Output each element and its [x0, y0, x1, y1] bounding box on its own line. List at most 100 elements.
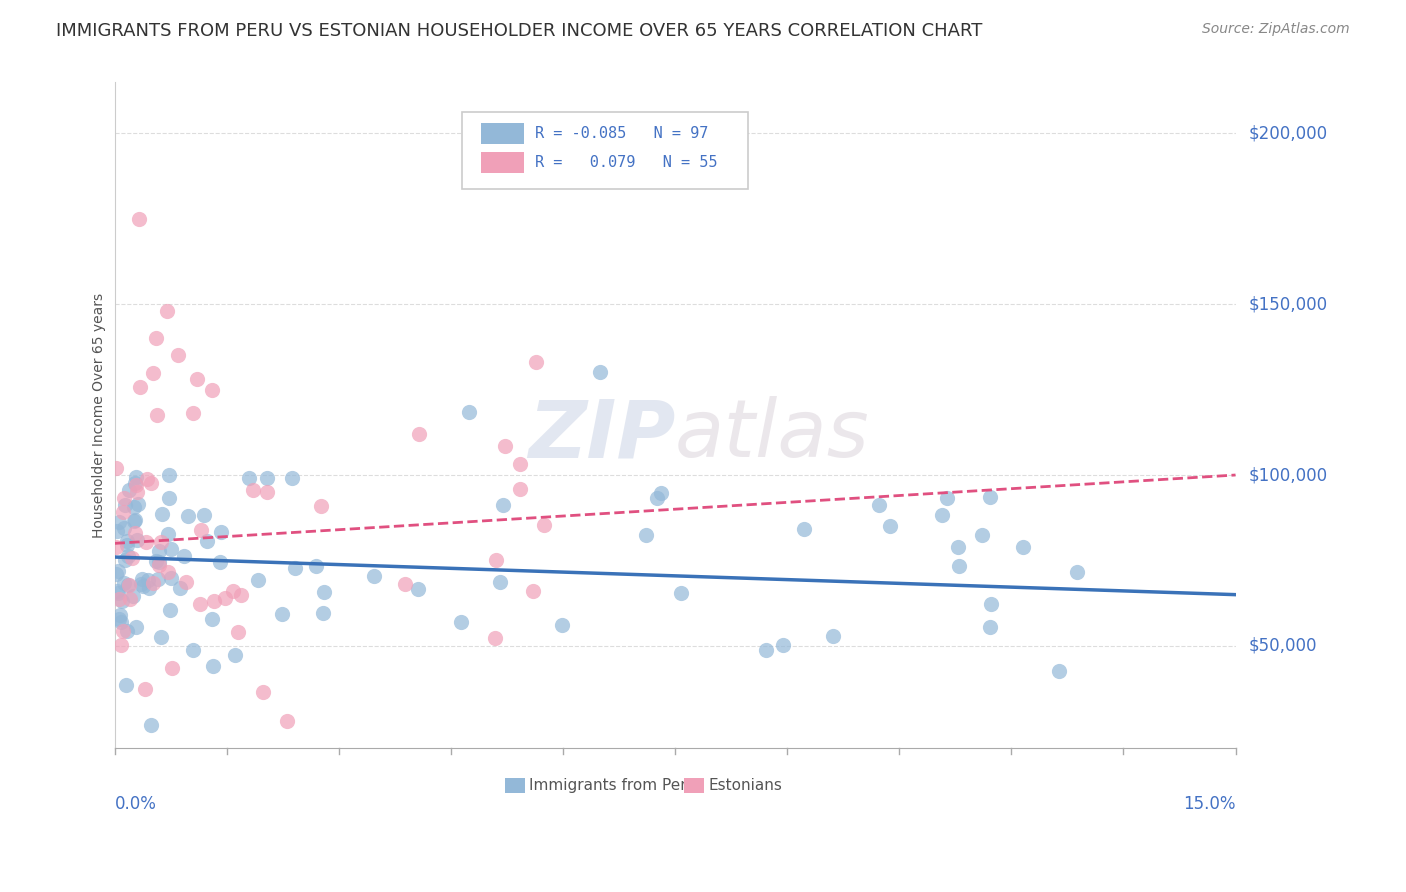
Point	[276, 714, 298, 728]
Point	[312, 606, 335, 620]
Point	[145, 554, 167, 568]
Text: $100,000: $100,000	[1249, 466, 1329, 484]
Point	[105, 566, 128, 581]
Point	[214, 591, 236, 605]
Point	[121, 550, 143, 565]
Point	[188, 597, 211, 611]
Point	[224, 648, 246, 663]
Point	[159, 603, 181, 617]
Point	[755, 643, 778, 657]
Point	[128, 380, 150, 394]
Point	[110, 615, 132, 629]
Point	[107, 611, 129, 625]
Point	[148, 555, 170, 569]
Point	[551, 618, 574, 632]
Point	[124, 514, 146, 528]
Point	[157, 526, 180, 541]
Point	[821, 629, 844, 643]
Point	[256, 471, 278, 485]
Point	[202, 658, 225, 673]
Point	[150, 630, 173, 644]
Point	[1012, 540, 1035, 554]
Point	[311, 499, 333, 513]
Point	[148, 558, 170, 572]
Point	[156, 304, 179, 318]
Point	[222, 584, 245, 599]
Point	[177, 509, 200, 524]
Text: IMMIGRANTS FROM PERU VS ESTONIAN HOUSEHOLDER INCOME OVER 65 YEARS CORRELATION CH: IMMIGRANTS FROM PERU VS ESTONIAN HOUSEHO…	[56, 22, 983, 40]
Text: Estonians: Estonians	[709, 779, 783, 793]
Point	[1066, 565, 1088, 579]
Point	[111, 594, 134, 608]
Point	[122, 500, 145, 515]
Point	[634, 527, 657, 541]
Point	[115, 534, 138, 549]
Point	[107, 583, 129, 598]
Point	[200, 612, 222, 626]
Text: $200,000: $200,000	[1249, 124, 1329, 142]
Point	[157, 468, 180, 483]
Point	[408, 427, 430, 442]
Point	[271, 607, 294, 621]
Point	[173, 549, 195, 563]
Point	[793, 522, 815, 536]
Point	[533, 518, 555, 533]
Point	[174, 574, 197, 589]
Point	[117, 549, 139, 563]
Point	[125, 620, 148, 634]
Text: R = -0.085   N = 97: R = -0.085 N = 97	[536, 126, 709, 141]
Point	[112, 624, 135, 638]
Point	[139, 717, 162, 731]
Point	[148, 543, 170, 558]
Point	[112, 491, 135, 505]
Text: Source: ZipAtlas.com: Source: ZipAtlas.com	[1202, 22, 1350, 37]
Point	[211, 524, 233, 539]
Point	[450, 615, 472, 629]
Point	[169, 581, 191, 595]
Bar	[481, 152, 524, 173]
Text: 0.0%: 0.0%	[115, 795, 156, 814]
Point	[114, 552, 136, 566]
Point	[135, 535, 157, 549]
Point	[138, 581, 160, 595]
Point	[242, 483, 264, 497]
Point	[132, 579, 155, 593]
Point	[589, 366, 612, 380]
Point	[201, 383, 224, 397]
Point	[129, 576, 152, 591]
Point	[115, 538, 138, 552]
Point	[150, 535, 173, 549]
Point	[489, 574, 512, 589]
Point	[150, 508, 173, 522]
Point	[247, 573, 270, 587]
Point	[125, 469, 148, 483]
Point	[204, 594, 226, 608]
Point	[142, 367, 165, 381]
Point	[394, 576, 416, 591]
Point	[118, 483, 141, 497]
Point	[114, 498, 136, 512]
Point	[979, 620, 1001, 634]
Point	[522, 584, 544, 599]
Point	[128, 211, 150, 226]
Bar	[505, 779, 524, 793]
Point	[115, 678, 138, 692]
Point	[134, 681, 156, 696]
Point	[110, 638, 132, 652]
Point	[238, 471, 260, 485]
Point	[141, 475, 163, 490]
Point	[948, 558, 970, 573]
Point	[127, 497, 149, 511]
Point	[145, 331, 167, 345]
Text: $150,000: $150,000	[1249, 295, 1329, 313]
Point	[209, 555, 232, 569]
Point	[1047, 664, 1070, 678]
Point	[645, 491, 668, 505]
Point	[868, 498, 890, 512]
Text: 15.0%: 15.0%	[1182, 795, 1236, 814]
Point	[484, 632, 506, 646]
Point	[125, 533, 148, 547]
Point	[112, 521, 135, 535]
Point	[105, 524, 128, 538]
Point	[141, 576, 163, 591]
